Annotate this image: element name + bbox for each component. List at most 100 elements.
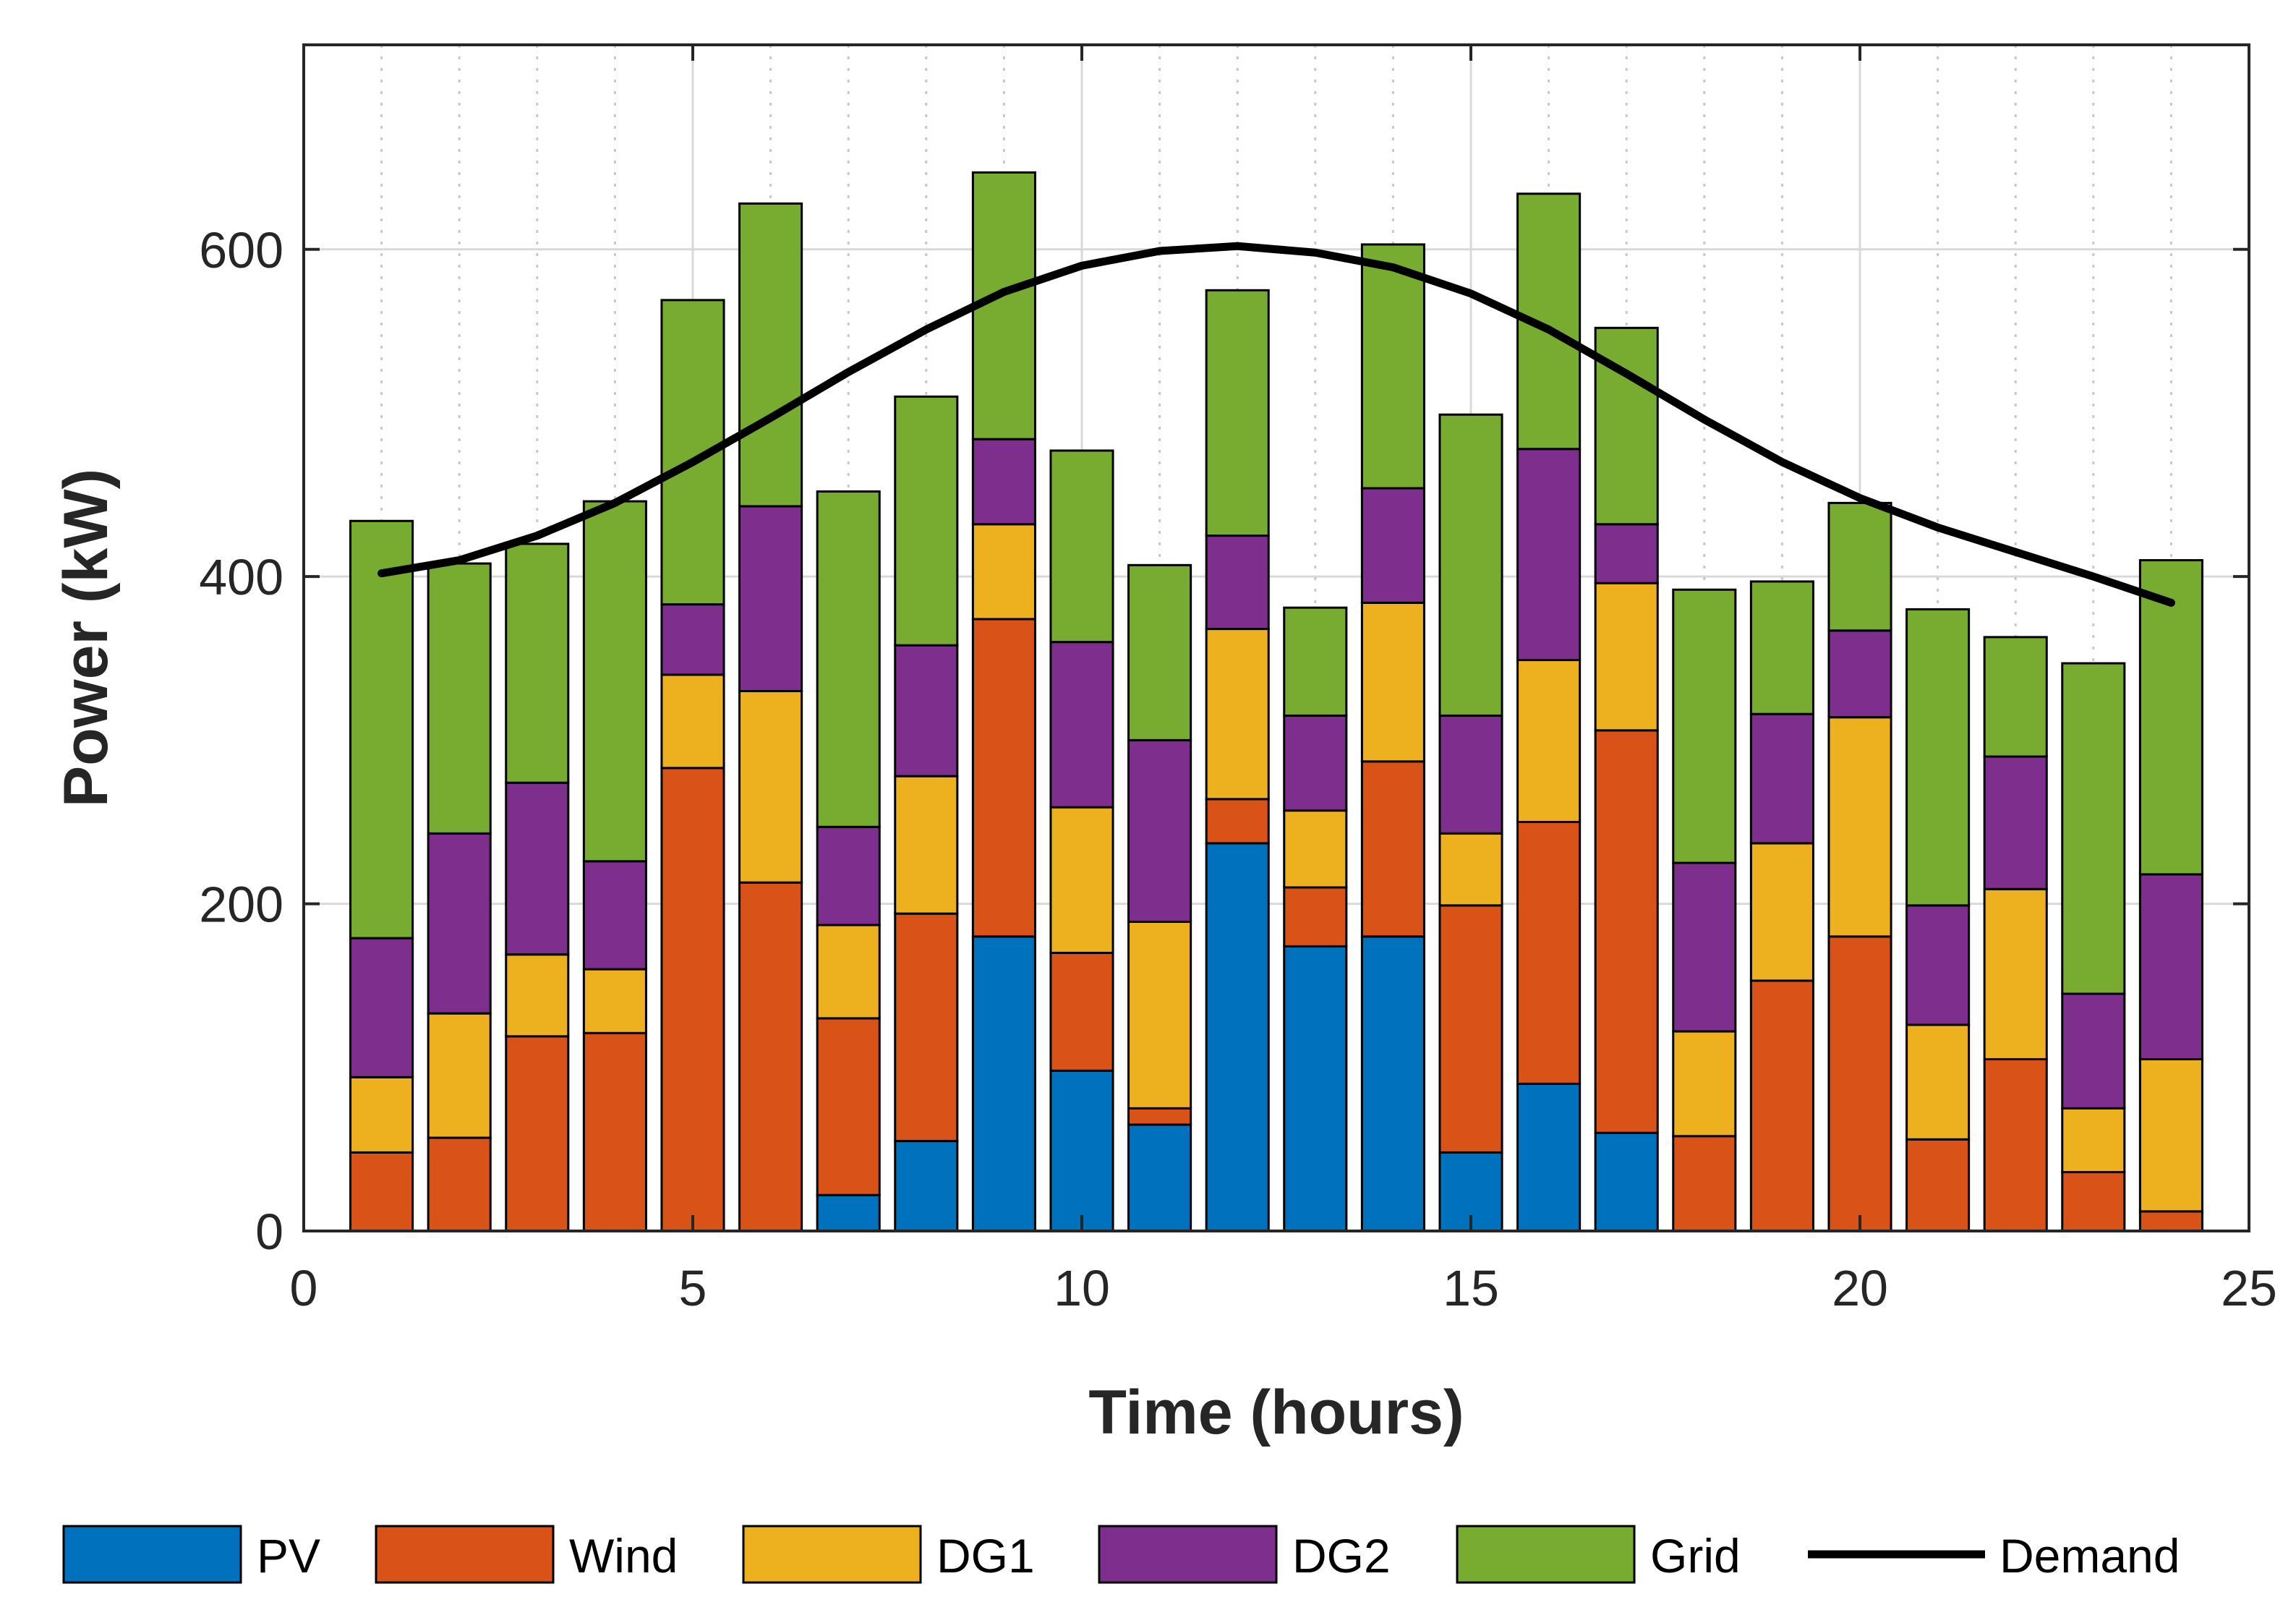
bar-dg2-5 xyxy=(660,603,725,676)
bar-grid-3 xyxy=(505,542,570,784)
bar-wind-10 xyxy=(1049,951,1114,1072)
bar-dg1-1 xyxy=(349,1076,414,1154)
bar-dg2-1 xyxy=(349,937,414,1078)
bar-grid-1 xyxy=(349,519,414,940)
bar-wind-13 xyxy=(1283,886,1348,947)
bar-grid-12 xyxy=(1205,289,1270,537)
bar-dg2-13 xyxy=(1283,714,1348,812)
bar-wind-15 xyxy=(1438,904,1503,1154)
legend-swatch-dg2 xyxy=(1098,1525,1278,1584)
bar-grid-18 xyxy=(1672,588,1737,864)
bar-dg1-8 xyxy=(894,775,959,915)
bar-grid-2 xyxy=(427,562,492,835)
legend-swatch-dg1 xyxy=(742,1525,922,1584)
bar-dg2-19 xyxy=(1749,712,1814,845)
x-tick-label: 15 xyxy=(1443,1260,1499,1316)
legend-label-dg2: DG2 xyxy=(1292,1529,1391,1583)
x-tick-label: 25 xyxy=(2221,1260,2277,1316)
bar-pv-9 xyxy=(971,935,1036,1232)
bar-grid-11 xyxy=(1127,563,1192,741)
demand-line xyxy=(377,242,2175,607)
bar-wind-14 xyxy=(1360,760,1425,938)
bar-pv-12 xyxy=(1205,842,1270,1232)
bar-dg1-22 xyxy=(1983,887,2048,1060)
bar-grid-8 xyxy=(894,395,959,647)
bar-dg1-15 xyxy=(1438,832,1503,907)
bar-dg2-17 xyxy=(1594,523,1659,584)
bar-dg1-24 xyxy=(2138,1057,2203,1213)
bar-wind-17 xyxy=(1594,729,1659,1134)
bar-dg1-12 xyxy=(1205,628,1270,801)
bar-grid-24 xyxy=(2138,559,2203,876)
y-tick-label: 0 xyxy=(255,1204,283,1260)
bar-wind-19 xyxy=(1749,979,1814,1232)
bar-dg2-14 xyxy=(1360,487,1425,604)
bar-grid-20 xyxy=(1827,501,1892,632)
bar-dg2-9 xyxy=(971,438,1036,526)
bar-wind-12 xyxy=(1205,798,1270,845)
bar-dg2-11 xyxy=(1127,738,1192,923)
bar-dg2-4 xyxy=(582,860,647,971)
bar-dg1-19 xyxy=(1749,842,1814,982)
bar-dg1-6 xyxy=(738,690,803,884)
legend-label-dg1: DG1 xyxy=(936,1529,1035,1583)
bar-grid-22 xyxy=(1983,636,2048,758)
bar-dg1-3 xyxy=(505,953,570,1038)
bar-grid-14 xyxy=(1360,243,1425,490)
bar-grid-10 xyxy=(1049,449,1114,644)
bar-pv-8 xyxy=(894,1140,959,1232)
bar-dg2-10 xyxy=(1049,641,1114,809)
bar-wind-4 xyxy=(582,1031,647,1232)
legend-swatch-wind xyxy=(375,1525,555,1584)
legend-label-demand: Demand xyxy=(2000,1529,2180,1583)
bar-grid-6 xyxy=(738,202,803,508)
legend-swatch-grid xyxy=(1456,1525,1636,1584)
bar-wind-16 xyxy=(1516,820,1582,1085)
bar-dg2-6 xyxy=(738,505,803,693)
plot-area: 0 5 10 15 20 25 0 200 400 600 xyxy=(199,43,2277,1316)
bar-dg2-7 xyxy=(816,825,881,927)
bar-pv-10 xyxy=(1049,1069,1114,1232)
legend-swatch-pv xyxy=(62,1525,242,1584)
bar-wind-7 xyxy=(816,1017,881,1196)
bar-wind-21 xyxy=(1905,1138,1971,1232)
bar-wind-2 xyxy=(427,1136,492,1232)
x-tick-label: 0 xyxy=(290,1260,318,1316)
bar-dg1-20 xyxy=(1827,716,1892,938)
bar-dg1-23 xyxy=(2061,1107,2126,1174)
bar-dg1-21 xyxy=(1905,1023,1971,1141)
bar-wind-6 xyxy=(738,881,803,1232)
y-tick-label: 600 xyxy=(199,222,283,278)
demand-line-layer xyxy=(377,242,2175,607)
bar-dg2-22 xyxy=(1983,755,2048,890)
bar-pv-11 xyxy=(1127,1123,1192,1232)
bar-dg1-13 xyxy=(1283,809,1348,889)
bar-wind-23 xyxy=(2061,1171,2126,1232)
bar-dg2-21 xyxy=(1905,904,1971,1026)
bar-pv-14 xyxy=(1360,935,1425,1232)
bar-dg1-7 xyxy=(816,924,881,1020)
axis-ticks: 0 5 10 15 20 25 0 200 400 600 xyxy=(199,45,2277,1316)
legend: PV Wind DG1 DG2 Grid Demand xyxy=(62,1525,2180,1584)
bar-wind-18 xyxy=(1672,1135,1737,1232)
bar-dg2-12 xyxy=(1205,534,1270,631)
x-tick-label: 10 xyxy=(1054,1260,1110,1316)
bar-pv-13 xyxy=(1283,945,1348,1232)
bar-dg1-9 xyxy=(971,523,1036,621)
bar-grid-4 xyxy=(582,500,647,863)
bar-dg1-10 xyxy=(1049,806,1114,954)
x-tick-label: 5 xyxy=(679,1260,707,1316)
legend-label-wind: Wind xyxy=(569,1529,678,1583)
bar-dg1-14 xyxy=(1360,601,1425,763)
bar-pv-16 xyxy=(1516,1082,1582,1232)
bar-wind-8 xyxy=(894,912,959,1143)
bar-dg2-2 xyxy=(427,832,492,1015)
bar-wind-5 xyxy=(660,767,725,1232)
bar-dg2-18 xyxy=(1672,861,1737,1033)
y-tick-label: 400 xyxy=(199,549,283,605)
bar-wind-9 xyxy=(971,618,1036,938)
bar-dg1-2 xyxy=(427,1012,492,1139)
bar-dg1-18 xyxy=(1672,1030,1737,1138)
plot-frame xyxy=(302,43,2250,1232)
